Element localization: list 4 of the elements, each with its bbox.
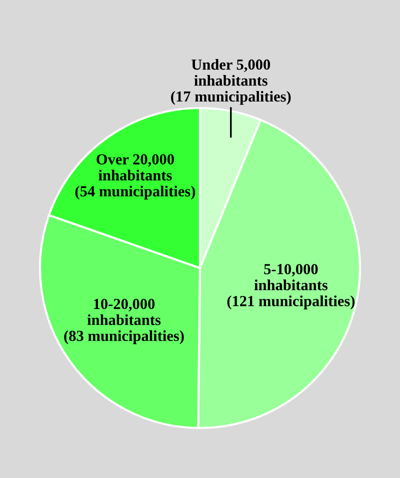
- slice-label: 5-10,000 inhabitants (121 municipalities): [227, 264, 355, 310]
- slice-label: 10-20,000 inhabitants (83 municipalities): [64, 298, 184, 344]
- slice-label: Over 20,000 inhabitants (54 municipalities): [75, 154, 196, 200]
- slice-label: Under 5,000 inhabitants (17 municipalities): [171, 58, 291, 105]
